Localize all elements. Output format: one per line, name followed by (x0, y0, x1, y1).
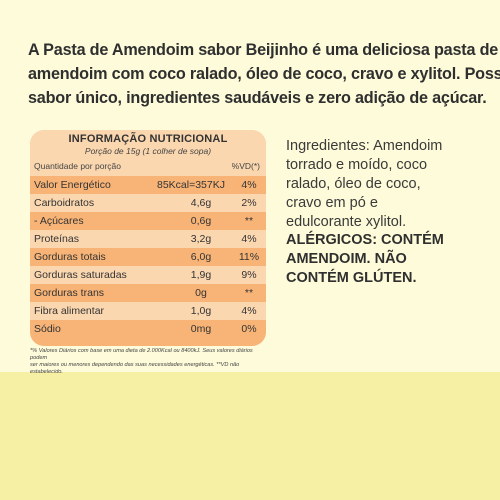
table-row: Carboidratos 4,6g 2% (30, 194, 266, 213)
nutrient-vd: 0% (241, 323, 257, 335)
table-row: - Açúcares 0,6g ** (30, 212, 266, 231)
table-row: Gorduras totais 6,0g 11% (30, 248, 266, 267)
nutrient-name: Fibra alimentar (34, 305, 105, 317)
nutrient-name: Carboidratos (34, 197, 95, 209)
nutrient-name: - Açúcares (34, 215, 84, 227)
ingredients-line: Ingredientes: Amendoim (286, 138, 443, 154)
nutrient-vd: 4% (241, 233, 257, 245)
nutrient-name: Gorduras trans (34, 287, 105, 299)
product-description: A Pasta de Amendoim sabor Beijinho é uma… (28, 38, 500, 110)
table-row: Gorduras saturadas 1,9g 9% (30, 266, 266, 285)
allergens-line: ALÉRGICOS: CONTÉM (286, 232, 444, 248)
description-line: sabor único, ingredientes saudáveis e ze… (28, 89, 487, 107)
nutrient-amount: 85Kcal=357KJ (156, 179, 225, 191)
nutrient-name: Gorduras totais (34, 251, 106, 263)
description-line: A Pasta de Amendoim sabor Beijinho é uma… (28, 41, 499, 59)
table-row: Valor Energético 85Kcal=357KJ 4% (30, 176, 266, 195)
nutrient-amount: 0mg (190, 323, 212, 335)
nutrient-name: Proteínas (34, 233, 79, 245)
nutrient-amount: 0g (195, 287, 207, 299)
nutrition-title: INFORMAÇÃO NUTRICIONAL (68, 133, 228, 145)
bottom-background-band (0, 372, 500, 500)
allergens-warning: ALÉRGICOS: CONTÉM AMENDOIM. NÃO CONTÉM G… (286, 231, 486, 288)
nutrient-name: Gorduras saturadas (34, 269, 127, 281)
nutrient-vd: 2% (241, 197, 257, 209)
nutrient-vd: 9% (241, 269, 257, 281)
description-line: amendoim com coco ralado, óleo de coco, … (28, 65, 500, 83)
ingredients-line: ralado, óleo de coco, (286, 176, 421, 192)
nutrient-amount: 6,0g (190, 251, 212, 263)
nutrient-vd: 4% (241, 305, 257, 317)
column-header-quantity: Quantidade por porção (34, 161, 121, 171)
nutrition-footnote: *% Valores Diários com base em uma dieta… (30, 348, 270, 376)
nutrient-amount: 1,0g (190, 305, 212, 317)
nutrient-amount: 0,6g (190, 215, 212, 227)
table-row: Sódio 0mg 0% (30, 320, 266, 346)
nutrient-vd: ** (244, 287, 254, 299)
column-header-vd: %VD(*) (231, 161, 260, 171)
ingredients-line: cravo em pó e (286, 195, 378, 211)
ingredients-line: torrado e moído, coco (286, 157, 428, 173)
nutrient-vd: 11% (238, 251, 260, 263)
footnote-line: ser maiores ou menores dependendo das su… (30, 362, 240, 375)
ingredients-line: edulcorante xylitol. (286, 214, 407, 230)
table-row: Fibra alimentar 1,0g 4% (30, 302, 266, 321)
nutrient-vd: 4% (241, 179, 257, 191)
nutrition-table-header: INFORMAÇÃO NUTRICIONAL Porção de 15g (1 … (30, 130, 266, 177)
nutrition-table: INFORMAÇÃO NUTRICIONAL Porção de 15g (1 … (30, 130, 266, 346)
nutrient-name: Valor Energético (34, 179, 111, 191)
nutrient-vd: ** (244, 215, 254, 227)
nutrient-amount: 1,9g (190, 269, 212, 281)
nutrient-amount: 3,2g (190, 233, 212, 245)
table-row: Gorduras trans 0g ** (30, 284, 266, 303)
allergens-line: CONTÉM GLÚTEN. (286, 270, 417, 286)
footnote-line: *% Valores Diários com base em uma dieta… (30, 348, 253, 361)
ingredients-text: Ingredientes: Amendoim torrado e moído, … (286, 137, 486, 232)
nutrient-name: Sódio (34, 323, 61, 335)
nutrient-amount: 4,6g (190, 197, 212, 209)
table-row: Proteínas 3,2g 4% (30, 230, 266, 249)
nutrition-portion: Porção de 15g (1 colher de sopa) (84, 146, 212, 156)
allergens-line: AMENDOIM. NÃO (286, 251, 407, 267)
